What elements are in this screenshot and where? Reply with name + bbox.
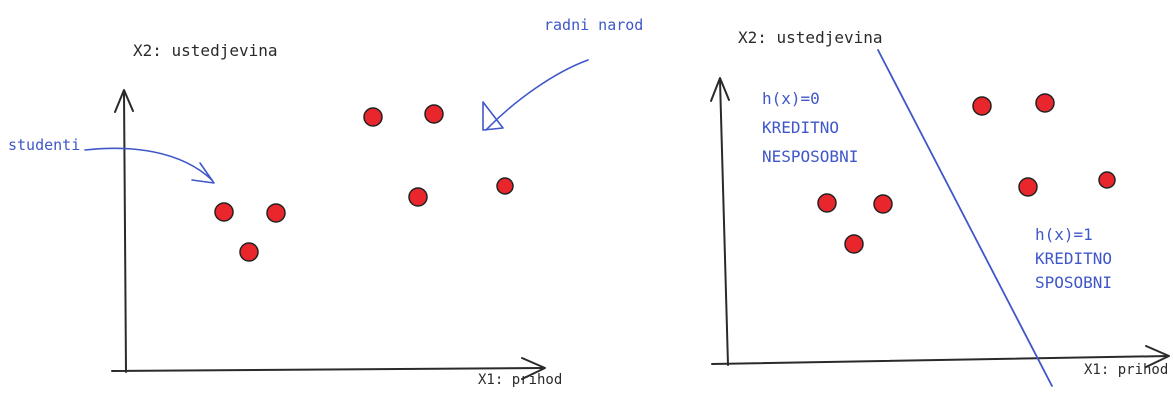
class-1-line: SPOSOBNI <box>1035 273 1112 292</box>
left-y-axis <box>123 91 127 373</box>
annotation-radni-narod: radni narod <box>544 16 643 34</box>
right-point <box>844 234 864 254</box>
left-point <box>266 203 286 223</box>
left-y-axis-arrowhead <box>114 89 134 113</box>
left-point <box>214 202 234 222</box>
class-1-line: KREDITNO <box>1035 249 1112 268</box>
left-point <box>424 104 444 124</box>
right-x-axis <box>711 355 1169 365</box>
right-x-axis-label: X1: prihod <box>1084 362 1168 378</box>
left-point <box>496 177 514 195</box>
right-panel: X2: ustedjevina X1: prihod h(x)=0 KREDIT… <box>710 28 1170 387</box>
right-y-axis-label: X2: ustedjevina <box>738 28 883 47</box>
class-0-line: NESPOSOBNI <box>762 147 858 166</box>
class-0-line: KREDITNO <box>762 118 839 137</box>
right-point <box>817 193 837 213</box>
radni-narod-arrow <box>485 59 589 131</box>
left-point <box>239 242 259 262</box>
studenti-arrow <box>84 147 213 181</box>
right-point <box>1018 177 1038 197</box>
right-y-axis-arrowhead <box>710 77 730 102</box>
class-1-label: h(x)=1 KREDITNO SPOSOBNI <box>1035 225 1112 292</box>
studenti-arrowhead <box>191 162 215 184</box>
annotation-studenti: studenti <box>8 136 80 154</box>
right-point <box>873 194 893 214</box>
left-point <box>408 187 428 207</box>
right-point <box>1098 171 1116 189</box>
right-x-axis-arrowhead <box>1145 345 1170 368</box>
class-1-line: h(x)=1 <box>1035 225 1093 244</box>
class-0-label: h(x)=0 KREDITNO NESPOSOBNI <box>762 89 858 166</box>
left-point <box>363 107 383 127</box>
class-0-line: h(x)=0 <box>762 89 820 108</box>
left-y-axis-label: X2: ustedjevina <box>133 41 278 60</box>
right-point <box>1035 93 1055 113</box>
right-point <box>972 96 992 116</box>
decision-boundary <box>877 49 1053 387</box>
left-x-axis-label: X1: prihod <box>478 372 562 388</box>
left-x-axis-arrowhead <box>521 357 546 380</box>
right-y-axis <box>719 79 729 366</box>
left-x-axis <box>111 367 545 372</box>
radni-narod-arrowhead <box>482 101 504 131</box>
left-panel: X2: ustedjevina X1: prihod studenti radn… <box>8 16 643 388</box>
